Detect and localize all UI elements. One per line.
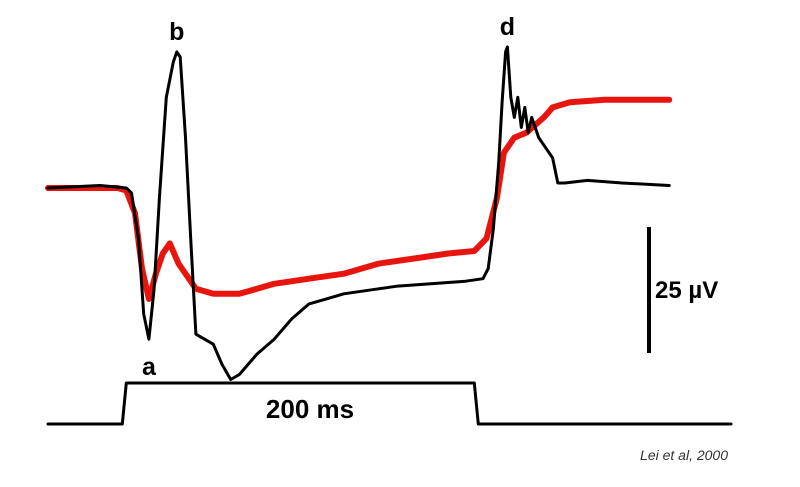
stimulus-trace: 200 ms: [46, 381, 733, 426]
traces-group: [45, 45, 673, 381]
scale-bar-label: 25 µV: [655, 277, 718, 304]
marker-d: d: [500, 13, 515, 41]
marker-a: a: [142, 353, 157, 381]
stimulus-line: [46, 381, 733, 426]
citation: Lei et al, 2000: [640, 447, 728, 463]
stimulus-duration-label: 200 ms: [266, 394, 354, 424]
trace-black-line: [46, 45, 671, 381]
peak-markers-group: a b d: [142, 13, 515, 381]
marker-b: b: [169, 18, 184, 46]
trace-red-line: [45, 96, 673, 302]
voltage-scale-bar: 25 µV: [647, 227, 718, 353]
